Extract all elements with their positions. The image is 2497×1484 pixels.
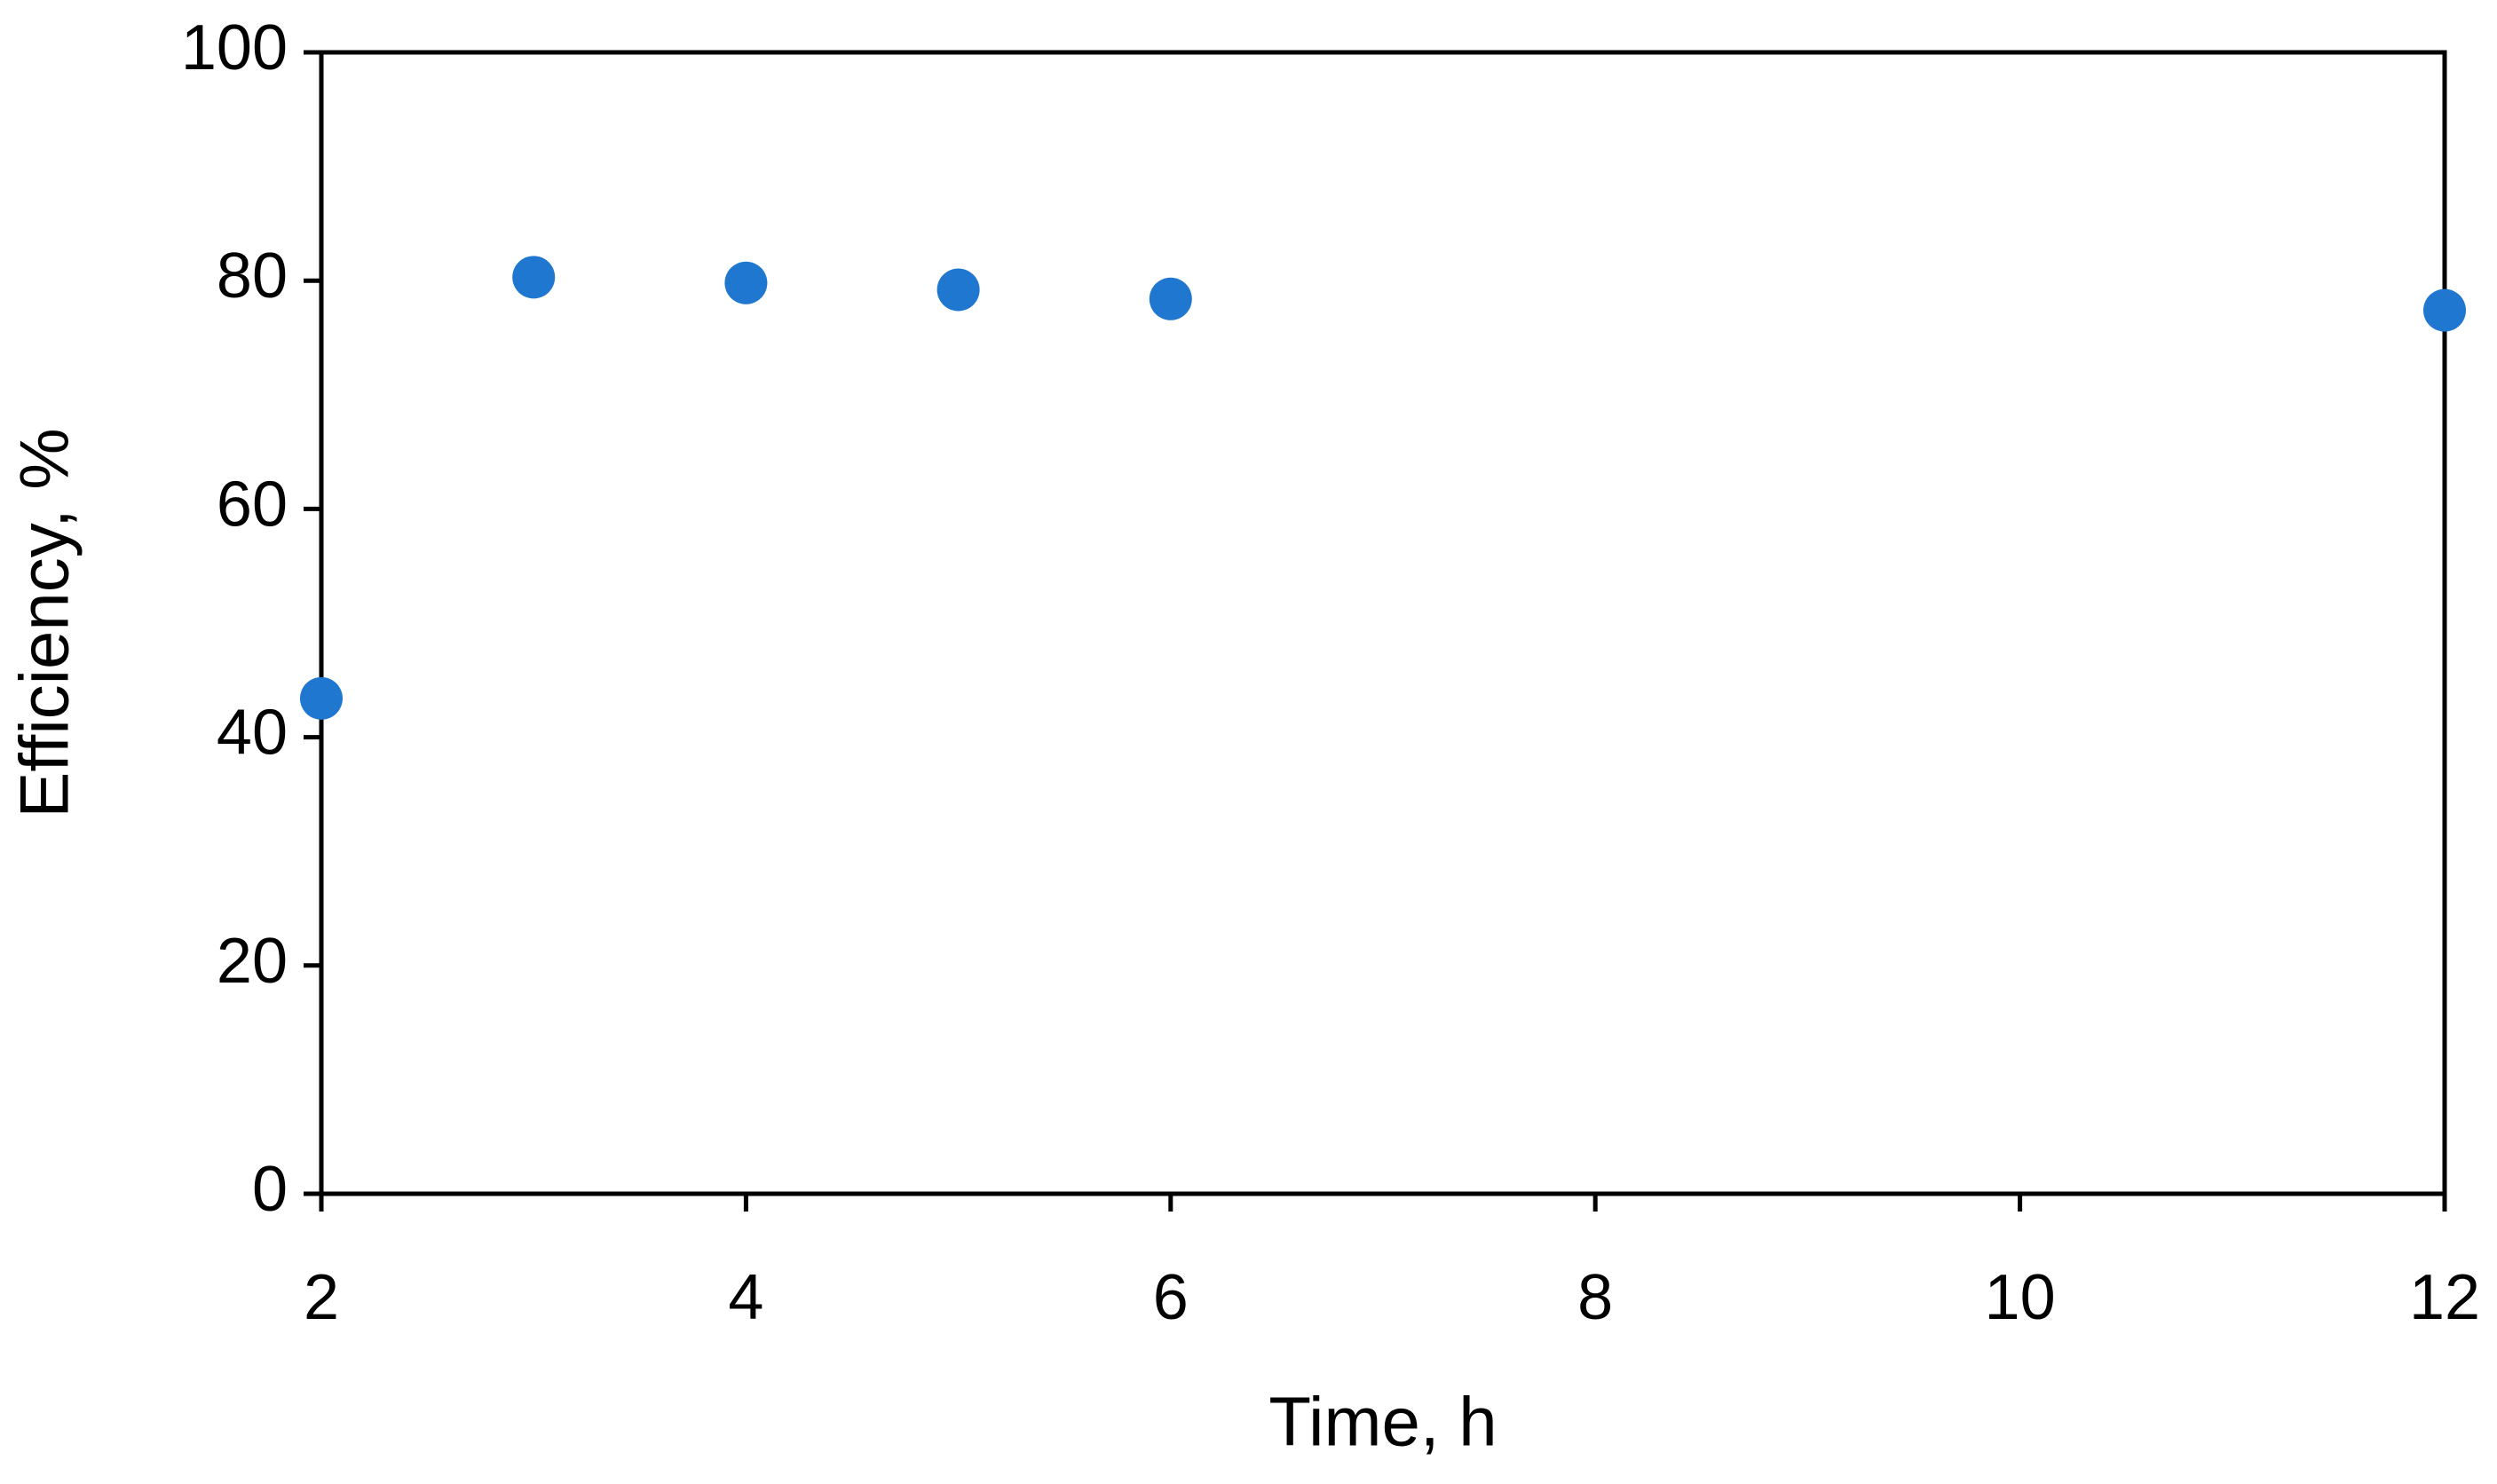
data-point bbox=[724, 261, 768, 304]
x-tick-label: 6 bbox=[1153, 1262, 1189, 1333]
x-tick-label: 10 bbox=[1985, 1262, 2056, 1333]
data-point bbox=[936, 268, 980, 312]
y-axis-title: Efficiency, % bbox=[5, 428, 83, 817]
x-tick-label: 2 bbox=[304, 1262, 339, 1333]
y-tick-label: 80 bbox=[217, 241, 288, 312]
data-point bbox=[2423, 288, 2466, 332]
data-point bbox=[300, 676, 343, 720]
y-tick-label: 40 bbox=[217, 698, 288, 769]
data-point bbox=[1149, 277, 1192, 320]
y-tick-label: 20 bbox=[217, 926, 288, 997]
data-point bbox=[512, 256, 556, 299]
y-tick-label: 60 bbox=[217, 469, 288, 540]
plot-frame bbox=[319, 50, 2447, 1196]
x-tick-label: 8 bbox=[1577, 1262, 1613, 1333]
y-tick-label: 100 bbox=[181, 12, 288, 83]
x-tick-label: 12 bbox=[2409, 1262, 2480, 1333]
x-axis-title: Time, h bbox=[1268, 1383, 1497, 1461]
y-tick-label: 0 bbox=[252, 1154, 288, 1225]
x-tick-label: 4 bbox=[728, 1262, 763, 1333]
